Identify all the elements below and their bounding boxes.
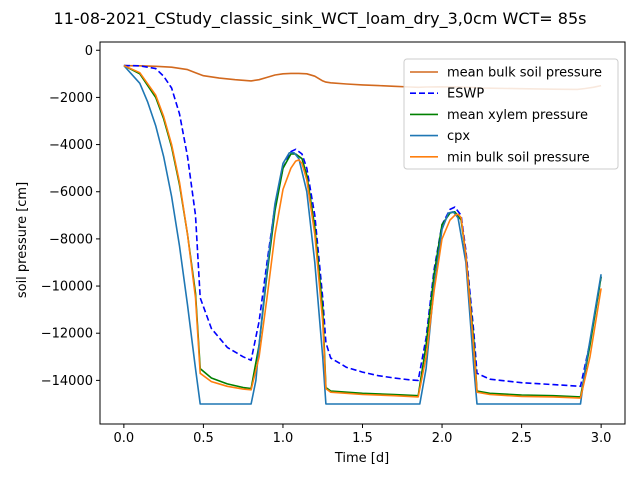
legend-label: cpx xyxy=(447,129,470,144)
y-tick-label: −8000 xyxy=(49,232,93,247)
y-tick-label: 0 xyxy=(85,44,93,59)
axes: 0.0 0.5 1.0 1.5 2.0 2.5 3.0 0 −2000 −4000 −6000 −80… xyxy=(41,41,626,446)
y-tick-label: −2000 xyxy=(49,91,93,106)
y-axis-label: soil pressure [cm] xyxy=(15,182,30,298)
series-line xyxy=(123,64,602,399)
chart-title: 11-08-2021_CStudy_classic_sink_WCT_loam_… xyxy=(54,9,587,29)
x-tick-label: 3.0 xyxy=(591,431,612,446)
legend: mean bulk soil pressure ESWP mean xylem pr… xyxy=(403,58,619,170)
legend-box xyxy=(403,58,619,170)
legend-label: min bulk soil pressure xyxy=(447,150,590,165)
legend-label: ESWP xyxy=(447,87,484,102)
x-tick-label: 1.0 xyxy=(273,431,294,446)
series-line xyxy=(123,65,602,405)
y-tick-label: −14000 xyxy=(41,374,93,389)
x-tick-label: 1.5 xyxy=(352,431,373,446)
legend-label: mean bulk soil pressure xyxy=(447,66,602,81)
legend-label: mean xylem pressure xyxy=(447,108,588,123)
y-tick-label: −6000 xyxy=(49,185,93,200)
x-tick-label: 0.5 xyxy=(193,431,214,446)
y-tick-label: −4000 xyxy=(49,138,93,153)
y-tick-label: −10000 xyxy=(41,280,93,295)
x-axis-label: Time [d] xyxy=(334,451,389,466)
x-tick-label: 2.5 xyxy=(511,431,532,446)
x-tick-label: 0.0 xyxy=(114,431,135,446)
x-tick-label: 2.0 xyxy=(432,431,453,446)
y-tick-label: −12000 xyxy=(41,327,93,342)
